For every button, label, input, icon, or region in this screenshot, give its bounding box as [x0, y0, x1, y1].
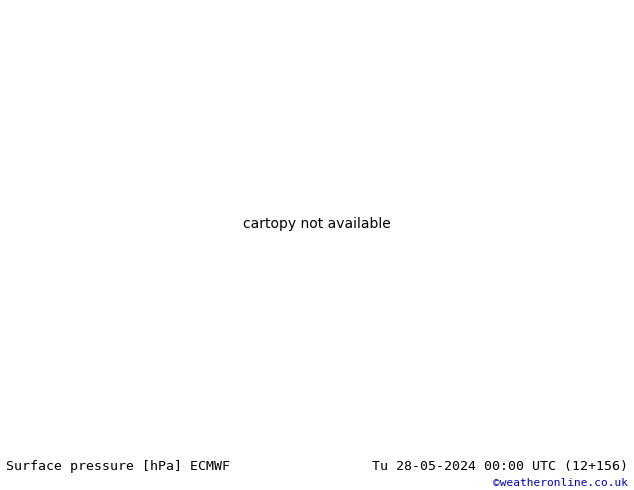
Text: Tu 28-05-2024 00:00 UTC (12+156): Tu 28-05-2024 00:00 UTC (12+156)	[372, 460, 628, 473]
Text: ©weatheronline.co.uk: ©weatheronline.co.uk	[493, 478, 628, 488]
Text: cartopy not available: cartopy not available	[243, 217, 391, 231]
Text: Surface pressure [hPa] ECMWF: Surface pressure [hPa] ECMWF	[6, 460, 230, 473]
